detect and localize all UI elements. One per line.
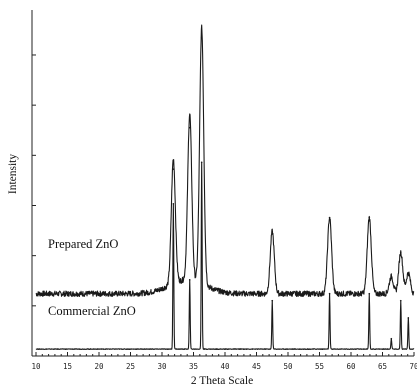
- peak-point-prepared: [390, 275, 393, 278]
- peak-point-commercial: [390, 337, 393, 340]
- peak-point-prepared: [368, 216, 371, 219]
- peak-point-prepared: [271, 230, 274, 233]
- x-tick-label: 25: [126, 362, 135, 371]
- y-axis-title: Intensity: [7, 154, 19, 194]
- peak-point-commercial: [368, 292, 371, 295]
- peak-point-commercial: [399, 299, 402, 302]
- x-tick-label: 60: [346, 362, 356, 371]
- x-tick-label: 65: [378, 362, 387, 371]
- peak-point-commercial: [407, 317, 410, 319]
- x-tick-label: 15: [63, 362, 72, 371]
- series-line-commercial: [35, 161, 415, 350]
- peak-point-prepared: [328, 216, 331, 219]
- x-ticks: 10 15 20 25 30 35 40 45 50 55 60 65 70: [31, 352, 417, 371]
- x-tick-label: 35: [189, 362, 198, 371]
- series-label-commercial: Commercial ZnO: [48, 304, 136, 318]
- peak-point-prepared: [200, 36, 203, 39]
- peak-point-commercial: [328, 292, 331, 295]
- x-tick-label: 70: [409, 362, 417, 371]
- peak-point-commercial: [200, 161, 203, 164]
- peak-point-prepared: [399, 251, 402, 253]
- peak-points: [172, 36, 410, 340]
- traces: [35, 24, 415, 350]
- x-tick-label: 10: [31, 362, 41, 371]
- x-tick-label: 45: [252, 362, 261, 371]
- x-tick-label: 50: [283, 362, 293, 371]
- peak-point-prepared: [407, 272, 410, 274]
- peak-point-prepared: [172, 168, 175, 170]
- series-line-prepared: [35, 24, 415, 298]
- y-ticks: [32, 54, 36, 307]
- x-tick-label: 40: [220, 362, 230, 371]
- x-tick-label: 30: [157, 362, 167, 371]
- peak-point-commercial: [172, 202, 175, 205]
- peak-point-commercial: [271, 299, 274, 302]
- x-tick-label: 55: [315, 362, 324, 371]
- x-axis-title: 2 Theta Scale: [191, 375, 253, 387]
- x-tick-label: 20: [94, 362, 104, 371]
- peak-point-prepared: [188, 126, 191, 129]
- peak-point-commercial: [188, 279, 191, 281]
- series-label-prepared: Prepared ZnO: [48, 237, 118, 251]
- axes: [31, 10, 414, 357]
